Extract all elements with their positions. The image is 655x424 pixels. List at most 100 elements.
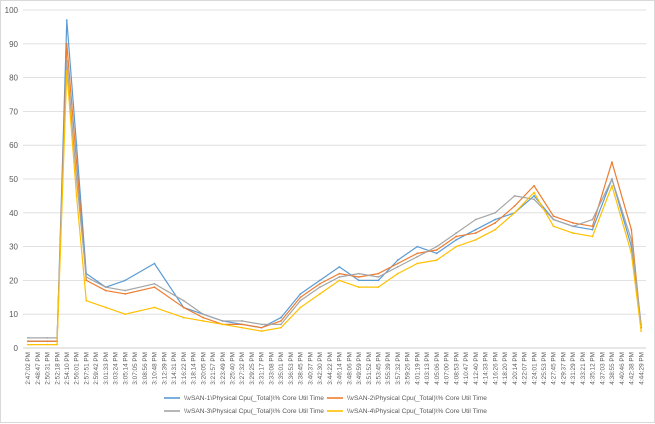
x-tick-label: 3:51:52 PM <box>366 352 373 385</box>
x-tick-label: 3:07:05 PM <box>132 352 139 385</box>
data-point-vsan-1 <box>494 218 497 221</box>
data-point-vsan-4 <box>611 184 613 187</box>
data-point-vsan-1 <box>318 279 321 282</box>
x-tick-label: 4:27:45 PM <box>551 352 558 385</box>
data-point-vsan-4 <box>241 326 243 329</box>
x-tick-label: 3:33:08 PM <box>268 352 275 385</box>
data-point-vsan-3 <box>435 245 438 248</box>
x-tick-label: 2:47:02 PM <box>25 352 32 385</box>
data-point-vsan-3 <box>65 59 68 62</box>
x-tick-label: 2:50:31 PM <box>45 352 52 385</box>
data-point-vsan-1 <box>357 279 360 282</box>
series-line-vsan-2 <box>27 43 642 342</box>
data-point-vsan-4 <box>377 286 380 289</box>
y-tick-label: 90 <box>9 40 18 49</box>
data-point-vsan-4 <box>416 262 419 265</box>
data-point-vsan-4 <box>396 272 399 275</box>
y-tick-label: 100 <box>5 6 19 15</box>
x-tick-label: 3:01:33 PM <box>103 352 110 385</box>
data-point-vsan-2 <box>124 293 127 295</box>
x-tick-label: 3:27:32 PM <box>239 352 246 385</box>
data-point-vsan-4 <box>221 323 224 326</box>
data-point-vsan-3 <box>474 218 477 221</box>
data-point-vsan-1 <box>435 252 438 255</box>
data-point-vsan-4 <box>474 238 477 241</box>
data-point-vsan-2 <box>591 225 594 228</box>
data-point-vsan-3 <box>280 323 282 326</box>
data-point-vsan-3 <box>416 255 419 258</box>
series-line-vsan-1 <box>27 19 642 342</box>
x-tick-label: 3:29:25 PM <box>249 352 256 385</box>
data-point-vsan-1 <box>377 279 380 282</box>
data-point-vsan-2 <box>338 272 341 275</box>
data-point-vsan-4 <box>65 69 68 72</box>
x-tick-label: 4:10:47 PM <box>463 352 470 385</box>
data-point-vsan-4 <box>513 211 516 214</box>
data-point-vsan-2 <box>435 249 438 251</box>
x-tick-label: 3:14:31 PM <box>171 352 178 385</box>
x-tick-label: 3:55:39 PM <box>385 352 392 385</box>
data-point-vsan-2 <box>513 205 516 207</box>
data-point-vsan-2 <box>474 232 477 234</box>
x-tick-label: 2:59:42 PM <box>93 352 100 385</box>
x-tick-label: 2:48:47 PM <box>35 352 42 385</box>
data-point-vsan-4 <box>572 232 574 234</box>
x-tick-label: 2:52:18 PM <box>54 352 61 385</box>
data-point-vsan-4 <box>552 225 555 228</box>
data-point-vsan-4 <box>153 306 156 309</box>
data-point-vsan-3 <box>124 289 127 292</box>
legend-label-vsan-4: \\vSAN-4\Physical Cpu(_Total)\% Core Uti… <box>347 408 487 415</box>
data-point-vsan-1 <box>153 262 156 265</box>
data-point-vsan-4 <box>85 299 88 302</box>
data-point-vsan-2 <box>318 282 321 285</box>
x-tick-label: 4:20:14 PM <box>512 352 519 385</box>
x-tick-label: 3:36:53 PM <box>288 352 295 385</box>
data-point-vsan-3 <box>182 299 185 302</box>
data-point-vsan-2 <box>104 289 107 292</box>
data-point-vsan-2 <box>455 235 458 238</box>
x-tick-label: 4:22:07 PM <box>522 352 529 385</box>
data-point-vsan-3 <box>611 178 613 180</box>
data-point-vsan-3 <box>75 178 78 180</box>
x-tick-label: 4:29:37 PM <box>560 352 567 385</box>
data-point-vsan-2 <box>552 215 555 218</box>
data-point-vsan-2 <box>85 279 88 282</box>
x-tick-label: 3:48:06 PM <box>346 352 353 385</box>
x-tick-label: 4:38:55 PM <box>609 352 616 385</box>
x-tick-label: 4:01:19 PM <box>414 352 421 385</box>
data-point-vsan-2 <box>260 326 263 329</box>
data-point-vsan-4 <box>46 343 49 346</box>
data-point-vsan-3 <box>357 272 360 275</box>
x-tick-label: 4:12:40 PM <box>473 352 480 385</box>
data-point-vsan-1 <box>416 245 419 248</box>
x-tick-label: 4:25:53 PM <box>541 352 548 385</box>
x-tick-label: 2:57:51 PM <box>83 352 90 385</box>
y-tick-label: 0 <box>14 344 19 353</box>
x-tick-label: 4:18:20 PM <box>502 352 509 385</box>
x-tick-label: 3:59:26 PM <box>405 352 412 385</box>
data-point-vsan-1 <box>338 265 341 268</box>
data-point-vsan-4 <box>318 293 321 295</box>
data-point-vsan-4 <box>104 306 107 309</box>
x-tick-label: 3:12:39 PM <box>161 352 168 385</box>
series-line-vsan-4 <box>27 70 642 346</box>
data-point-vsan-4 <box>260 330 263 332</box>
data-point-vsan-1 <box>124 279 127 282</box>
data-point-vsan-2 <box>182 306 185 309</box>
x-tick-label: 3:40:37 PM <box>307 352 314 385</box>
x-tick-label: 2:54:10 PM <box>64 352 71 385</box>
data-point-vsan-1 <box>455 238 458 241</box>
data-point-vsan-3 <box>221 320 224 322</box>
x-tick-label: 4:07:00 PM <box>444 352 451 385</box>
x-tick-label: 3:38:45 PM <box>298 352 305 385</box>
y-tick-label: 70 <box>9 107 18 116</box>
data-point-vsan-3 <box>513 195 516 197</box>
y-tick-label: 20 <box>9 276 18 285</box>
data-point-vsan-2 <box>65 42 68 45</box>
y-tick-label: 80 <box>9 74 18 83</box>
legend-label-vsan-1: \\vSAN-1\Physical Cpu(_Total)\% Core Uti… <box>184 395 324 402</box>
data-point-vsan-2 <box>46 340 49 343</box>
x-tick-label: 3:49:59 PM <box>356 352 363 385</box>
data-point-vsan-2 <box>494 222 497 224</box>
data-point-vsan-4 <box>202 320 204 322</box>
